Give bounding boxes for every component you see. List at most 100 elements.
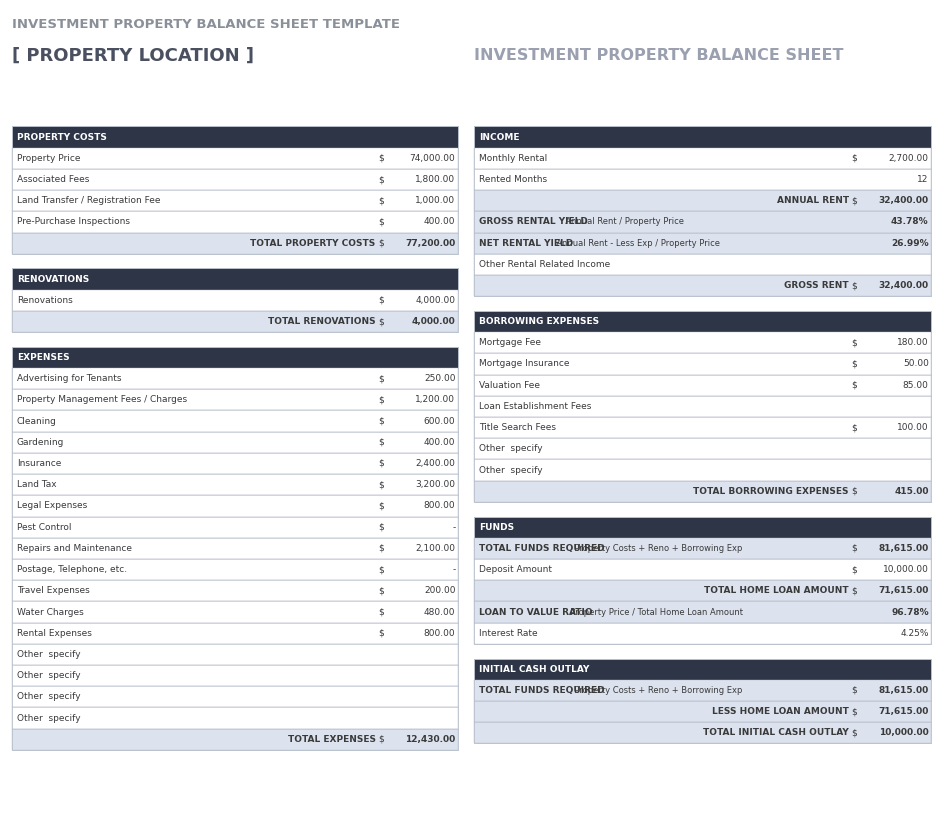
Text: Associated Fees: Associated Fees: [17, 175, 89, 184]
Text: 415.00: 415.00: [894, 486, 929, 496]
Text: Cleaning: Cleaning: [17, 416, 56, 426]
Text: Valuation Fee: Valuation Fee: [479, 380, 540, 390]
Bar: [474, 538, 931, 559]
Bar: [474, 517, 931, 644]
Text: Deposit Amount: Deposit Amount: [479, 565, 552, 574]
Text: $: $: [852, 728, 857, 738]
Text: 2,100.00: 2,100.00: [415, 543, 455, 553]
Text: Pest Control: Pest Control: [17, 522, 71, 532]
Text: Other  specify: Other specify: [17, 671, 81, 681]
Text: $: $: [852, 707, 857, 716]
Text: -: -: [453, 522, 455, 532]
Text: 10,000.00: 10,000.00: [883, 565, 929, 574]
Bar: [12, 368, 458, 389]
Text: BORROWING EXPENSES: BORROWING EXPENSES: [479, 317, 599, 326]
Bar: [12, 211, 458, 233]
Text: FUNDS: FUNDS: [479, 522, 514, 532]
Text: Renovations: Renovations: [17, 295, 72, 305]
Text: $: $: [852, 380, 857, 390]
Text: $: $: [378, 734, 384, 744]
Text: 600.00: 600.00: [423, 416, 455, 426]
Bar: [12, 686, 458, 707]
Bar: [474, 623, 931, 644]
Text: $: $: [852, 281, 857, 290]
Bar: [474, 680, 931, 701]
Text: $: $: [378, 501, 384, 511]
Text: 400.00: 400.00: [423, 217, 455, 227]
Bar: [474, 417, 931, 438]
Text: 32,400.00: 32,400.00: [879, 281, 929, 290]
Text: TOTAL RENOVATIONS: TOTAL RENOVATIONS: [268, 317, 376, 326]
Text: 71,615.00: 71,615.00: [878, 707, 929, 716]
Text: 400.00: 400.00: [423, 437, 455, 447]
Text: 81,615.00: 81,615.00: [878, 543, 929, 553]
Text: 250.00: 250.00: [423, 374, 455, 384]
Text: Monthly Rental: Monthly Rental: [479, 153, 547, 163]
Text: Rental Expenses: Rental Expenses: [17, 628, 92, 638]
Text: 50.00: 50.00: [902, 359, 929, 369]
Text: 71,615.00: 71,615.00: [878, 586, 929, 596]
Text: Other Rental Related Income: Other Rental Related Income: [479, 259, 610, 269]
Text: Other  specify: Other specify: [479, 444, 543, 454]
Text: Other  specify: Other specify: [17, 692, 81, 702]
Bar: [12, 644, 458, 665]
Text: $: $: [378, 153, 384, 163]
Text: $: $: [378, 565, 384, 574]
Text: Water Charges: Water Charges: [17, 607, 84, 617]
Text: 26.99%: 26.99%: [891, 238, 929, 248]
Text: Mortgage Fee: Mortgage Fee: [479, 338, 541, 348]
Text: 2,700.00: 2,700.00: [888, 153, 929, 163]
Text: $: $: [378, 196, 384, 206]
Text: INCOME: INCOME: [479, 132, 519, 142]
Bar: [474, 659, 931, 743]
Text: Rented Months: Rented Months: [479, 175, 547, 184]
Bar: [474, 190, 931, 211]
Text: Land Transfer / Registration Fee: Land Transfer / Registration Fee: [17, 196, 161, 206]
Text: TOTAL PROPERTY COSTS: TOTAL PROPERTY COSTS: [251, 238, 376, 248]
Bar: [12, 389, 458, 410]
Bar: [12, 268, 458, 332]
Text: INITIAL CASH OUTLAY: INITIAL CASH OUTLAY: [479, 664, 590, 674]
Bar: [474, 126, 931, 148]
Text: Annual Rent / Property Price: Annual Rent / Property Price: [560, 217, 684, 227]
Text: 480.00: 480.00: [423, 607, 455, 617]
Text: 800.00: 800.00: [423, 628, 455, 638]
Text: TOTAL INITIAL CASH OUTLAY: TOTAL INITIAL CASH OUTLAY: [703, 728, 849, 738]
Text: $: $: [378, 217, 384, 227]
Bar: [474, 517, 931, 538]
Bar: [474, 559, 931, 580]
Bar: [12, 601, 458, 623]
Text: $: $: [378, 374, 384, 384]
Text: TOTAL EXPENSES: TOTAL EXPENSES: [287, 734, 376, 744]
Text: 2,400.00: 2,400.00: [416, 459, 455, 468]
Text: Property Price / Total Home Loan Amount: Property Price / Total Home Loan Amount: [564, 607, 743, 617]
Text: INVESTMENT PROPERTY BALANCE SHEET TEMPLATE: INVESTMENT PROPERTY BALANCE SHEET TEMPLA…: [12, 18, 400, 31]
Text: Annual Rent - Less Exp / Property Price: Annual Rent - Less Exp / Property Price: [551, 238, 720, 248]
Bar: [474, 311, 931, 502]
Text: 74,000.00: 74,000.00: [409, 153, 455, 163]
Text: 4.25%: 4.25%: [901, 628, 929, 638]
Text: $: $: [378, 522, 384, 532]
Text: Mortgage Insurance: Mortgage Insurance: [479, 359, 569, 369]
Text: RENOVATIONS: RENOVATIONS: [17, 274, 89, 284]
Text: PROPERTY COSTS: PROPERTY COSTS: [17, 132, 107, 142]
Bar: [474, 332, 931, 353]
Text: GROSS RENTAL YIELD: GROSS RENTAL YIELD: [479, 217, 588, 227]
Text: $: $: [378, 416, 384, 426]
Bar: [474, 275, 931, 296]
Bar: [12, 169, 458, 190]
Bar: [474, 659, 931, 680]
Text: Other  specify: Other specify: [17, 650, 81, 659]
Text: TOTAL FUNDS REQUIRED: TOTAL FUNDS REQUIRED: [479, 685, 605, 695]
Text: Property Price: Property Price: [17, 153, 81, 163]
Text: NET RENTAL YIELD: NET RENTAL YIELD: [479, 238, 573, 248]
Text: 32,400.00: 32,400.00: [879, 196, 929, 206]
Text: $: $: [852, 486, 857, 496]
Text: Other  specify: Other specify: [17, 713, 81, 723]
Text: 3,200.00: 3,200.00: [415, 480, 455, 490]
Bar: [474, 481, 931, 502]
Text: 4,000.00: 4,000.00: [411, 317, 455, 326]
Text: Pre-Purchase Inspections: Pre-Purchase Inspections: [17, 217, 130, 227]
Text: $: $: [378, 607, 384, 617]
Bar: [12, 347, 458, 368]
